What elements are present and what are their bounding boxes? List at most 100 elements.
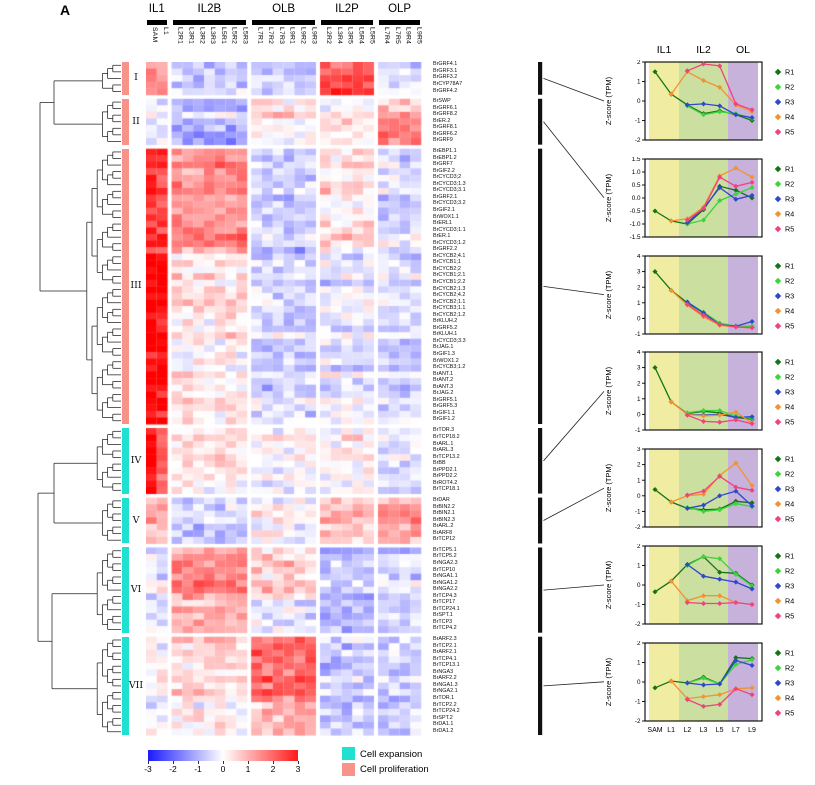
y-axis-label: Z-score (TPM): [604, 657, 613, 706]
svg-text:2: 2: [637, 544, 641, 550]
gene-label: BrWOX1.1: [433, 213, 459, 220]
svg-text:0: 0: [637, 493, 641, 500]
gene-label: BrBB: [433, 460, 446, 467]
plot-svg-IV: -1 0 1 2 3 4 Z-score (TPM) R1 R2 R3 R4 R5: [604, 349, 794, 434]
colorbar-tick-label: -1: [194, 764, 202, 774]
legend-label-R5: R5: [785, 321, 794, 330]
gene-label: BrBIN2.1: [433, 510, 455, 517]
cluster-range-bar-III: [538, 148, 543, 425]
legend-label-R1: R1: [785, 648, 794, 657]
legend-label-R5: R5: [785, 418, 794, 427]
gene-label: BrDA1.1: [433, 721, 454, 728]
R2-legend-marker: [774, 374, 782, 381]
gene-label: BrKLUH.1: [433, 331, 458, 338]
svg-text:1.0: 1.0: [632, 169, 641, 176]
svg-text:1: 1: [637, 477, 641, 484]
zscore-plot-cluster-IV: -1 0 1 2 3 4 Z-score (TPM) R1 R2 R3 R4 R5: [600, 349, 815, 446]
gene-label: BrARL.1: [433, 440, 454, 447]
legend-label-R3: R3: [785, 484, 794, 493]
gene-label: BrCYCD3;1.1: [433, 226, 466, 233]
svg-text:-1: -1: [635, 509, 641, 516]
cluster-color-bar-V: [122, 497, 129, 544]
R2-legend-marker: [774, 567, 782, 575]
gene-label: BrKLUH.2: [433, 318, 458, 325]
heatmap-canvas: [146, 62, 422, 736]
gene-label: BrGRF6.2: [433, 130, 458, 137]
legend-label-R5: R5: [785, 514, 794, 523]
R1-legend-marker: [774, 649, 782, 657]
gene-label: BrGRF6.1: [433, 104, 458, 111]
heatmap-group-bar: [379, 20, 421, 25]
legend-label-R1: R1: [785, 358, 794, 367]
y-axis-label: Z-score (TPM): [604, 464, 613, 513]
heatmap-column-label: L9R2: [299, 27, 307, 45]
series-line-R4: [670, 70, 753, 113]
gene-label: BrCYCB1;2.2: [433, 279, 466, 285]
R5-legend-marker: [774, 515, 782, 523]
R1-legend-marker: [774, 262, 782, 269]
legend-label-R3: R3: [785, 97, 794, 106]
R5-legend-marker: [774, 128, 782, 136]
gene-label: BrJAG.2: [433, 390, 454, 397]
category-swatch-expansion: [342, 747, 355, 760]
gene-label: BrJAG.1: [433, 344, 454, 351]
heatmap-column-label: L5R2: [230, 27, 238, 45]
category-swatch-proliferation: [342, 762, 355, 776]
R5-legend-marker: [774, 322, 782, 329]
gene-label: BrCYCB2;4.2: [433, 292, 466, 299]
x-tick-label: L2: [683, 727, 691, 734]
gene-label: BrCYCB2;2: [433, 265, 461, 272]
gene-label: BrGRF8.1: [433, 124, 458, 131]
colorbar-tick-label: 3: [295, 764, 301, 774]
heatmap-column-label: L5R3: [241, 27, 249, 45]
R4-legend-marker: [774, 597, 782, 605]
legend-label-R4: R4: [785, 306, 794, 315]
colorbar-tick: [147, 761, 149, 764]
legend-label-R1: R1: [785, 261, 794, 270]
gene-label: BrCYP78A7: [433, 81, 463, 88]
gene-label: BrDAR: [433, 496, 450, 503]
gene-label: BrGIF2.1: [433, 206, 455, 213]
gene-label: BrPPD2.2: [433, 473, 457, 480]
gene-label: BrTCP13.2: [433, 453, 460, 460]
R2-legend-marker: [774, 83, 782, 91]
colorbar-tick: [172, 761, 174, 764]
gene-label: BrCYCB2;4.1: [433, 252, 466, 259]
gene-label-block-I: BrGRF4.1 BrGRF3.1 BrGRF3.2 BrCYP78A7 BrGRF4.…: [433, 61, 513, 94]
svg-text:-1.5: -1.5: [630, 234, 641, 241]
zscore-plot-cluster-V: -2 -1 0 1 2 3 Z-score (TPM) R1 R2 R3 R4 R5: [600, 446, 815, 543]
legend-label-R3: R3: [785, 291, 794, 300]
gene-label-block-VII: BrARF2.3 BrTCP2.1 BrARF2.1 BrTCP4.1 BrTCP13.…: [433, 636, 513, 734]
R2-legend-marker: [774, 180, 782, 188]
gene-label: BrTCP3: [433, 618, 453, 625]
gene-label: BrGIF1.1: [433, 409, 455, 416]
legend-label-R2: R2: [785, 566, 794, 575]
legend-label-R5: R5: [785, 224, 794, 233]
R3-legend-marker: [774, 195, 782, 203]
legend-label-R3: R3: [785, 678, 794, 687]
legend-label-R2: R2: [785, 82, 794, 91]
R3-legend-marker: [774, 98, 782, 106]
series-line-R4: [670, 462, 753, 503]
cluster-color-bar-II: [122, 98, 129, 145]
gene-label: BrER.2: [433, 117, 451, 124]
y-axis-label: Z-score (TPM): [604, 76, 613, 125]
plot-svg-III: -1 0 1 2 3 4 Z-score (TPM) R1 R2 R3 R4 R5: [604, 253, 794, 338]
gene-label: BrTCP4.1: [433, 655, 457, 662]
gene-label: BrARF2.1: [433, 649, 457, 656]
R4-legend-marker: [774, 307, 782, 314]
legend-label-R2: R2: [785, 469, 794, 478]
svg-text:3: 3: [637, 365, 641, 372]
plot-svg-II: -1.5 -1.0 -0.5 0.0 0.5 1.0 1.5 Z-score (TPM) R1 R…: [604, 156, 794, 241]
heatmap-column-label: L1: [161, 27, 169, 35]
cluster-range-bar-VII: [538, 636, 543, 736]
heatmap-column-label: L7R1: [256, 27, 264, 45]
colorbar-tick: [272, 761, 274, 764]
heatmap-column-label: L7R3: [277, 27, 285, 45]
heatmap-column-label: L7R5: [393, 27, 401, 45]
heatmap-column-label: L3R3: [209, 27, 217, 45]
legend-label-R1: R1: [785, 454, 794, 463]
svg-text:2: 2: [637, 284, 641, 291]
gene-label: BrCYCB1;2.1: [433, 272, 466, 279]
